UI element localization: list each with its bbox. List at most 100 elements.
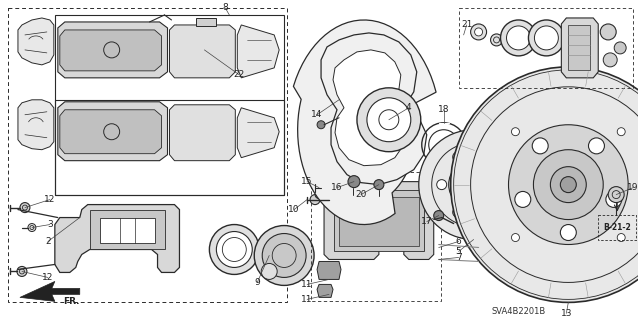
Polygon shape [55, 204, 179, 272]
Text: 7: 7 [456, 253, 461, 262]
Polygon shape [18, 18, 54, 65]
Circle shape [533, 150, 604, 219]
Circle shape [434, 211, 444, 220]
Circle shape [600, 24, 616, 40]
Circle shape [604, 53, 617, 67]
Polygon shape [334, 189, 424, 251]
Circle shape [608, 187, 624, 203]
Circle shape [262, 234, 306, 278]
Bar [55, 100, 284, 195]
Polygon shape [321, 33, 427, 185]
Bar [568, 25, 590, 70]
Text: 10: 10 [289, 205, 300, 214]
Circle shape [374, 180, 384, 189]
Circle shape [17, 266, 27, 277]
Text: FR.: FR. [63, 297, 80, 306]
Circle shape [209, 225, 259, 274]
Polygon shape [60, 30, 161, 71]
Bar [90, 210, 164, 249]
Circle shape [357, 88, 420, 152]
Text: 19: 19 [627, 183, 639, 192]
Polygon shape [170, 25, 236, 78]
Bar [598, 215, 636, 240]
Circle shape [490, 34, 502, 46]
Polygon shape [237, 25, 279, 78]
Circle shape [436, 180, 447, 189]
Polygon shape [58, 102, 168, 161]
Bar [339, 197, 419, 247]
Polygon shape [324, 182, 434, 259]
Circle shape [449, 160, 499, 210]
Text: 5: 5 [456, 247, 461, 256]
Circle shape [500, 20, 536, 56]
Circle shape [589, 138, 604, 154]
Circle shape [561, 177, 576, 193]
Text: 22: 22 [234, 70, 245, 79]
Bar [100, 218, 154, 242]
Bar [196, 18, 216, 26]
Text: 16: 16 [332, 183, 343, 192]
Circle shape [617, 128, 625, 136]
Text: 3: 3 [47, 220, 52, 229]
Circle shape [484, 207, 495, 217]
Circle shape [348, 176, 360, 188]
Circle shape [367, 98, 411, 142]
Text: 11: 11 [301, 295, 313, 304]
Circle shape [460, 171, 488, 199]
Circle shape [511, 128, 520, 136]
Circle shape [452, 152, 463, 162]
Circle shape [466, 177, 481, 193]
Polygon shape [18, 100, 54, 150]
Circle shape [617, 234, 625, 241]
Text: 6: 6 [456, 237, 461, 246]
Text: 18: 18 [438, 105, 449, 114]
Text: 4: 4 [406, 103, 412, 112]
Circle shape [452, 207, 463, 217]
Text: 21: 21 [461, 20, 472, 29]
Circle shape [550, 167, 586, 203]
Text: 13: 13 [561, 309, 572, 318]
Polygon shape [170, 105, 236, 161]
Circle shape [511, 234, 520, 241]
Text: 2: 2 [45, 237, 51, 246]
Text: 14: 14 [312, 110, 323, 119]
Bar [311, 172, 441, 301]
Circle shape [429, 130, 459, 160]
Circle shape [529, 20, 564, 56]
Text: 9: 9 [254, 278, 260, 287]
Circle shape [28, 224, 36, 232]
Circle shape [317, 121, 325, 129]
Text: SVA4B2201B: SVA4B2201B [492, 307, 546, 316]
Polygon shape [60, 110, 161, 154]
Circle shape [509, 125, 628, 244]
Text: B-21-2: B-21-2 [604, 223, 631, 232]
Circle shape [484, 152, 495, 162]
Circle shape [310, 195, 320, 204]
Text: 20: 20 [355, 190, 367, 199]
Circle shape [500, 180, 511, 189]
Circle shape [475, 28, 483, 36]
Polygon shape [293, 20, 436, 225]
Circle shape [534, 26, 558, 50]
Circle shape [315, 191, 323, 199]
Circle shape [451, 67, 640, 302]
Polygon shape [237, 108, 279, 158]
Circle shape [606, 191, 622, 207]
Circle shape [254, 226, 314, 286]
Circle shape [470, 24, 486, 40]
Circle shape [506, 26, 531, 50]
Polygon shape [561, 18, 598, 78]
Circle shape [532, 138, 548, 154]
Text: 8: 8 [223, 4, 228, 12]
Bar [459, 8, 633, 88]
Polygon shape [317, 285, 333, 297]
Text: 11: 11 [301, 280, 313, 289]
Circle shape [561, 225, 576, 241]
Circle shape [515, 191, 531, 207]
Circle shape [216, 232, 252, 267]
Polygon shape [333, 50, 407, 166]
Text: 12: 12 [44, 195, 56, 204]
Text: 15: 15 [301, 177, 313, 186]
Circle shape [261, 263, 277, 279]
Circle shape [419, 130, 529, 240]
